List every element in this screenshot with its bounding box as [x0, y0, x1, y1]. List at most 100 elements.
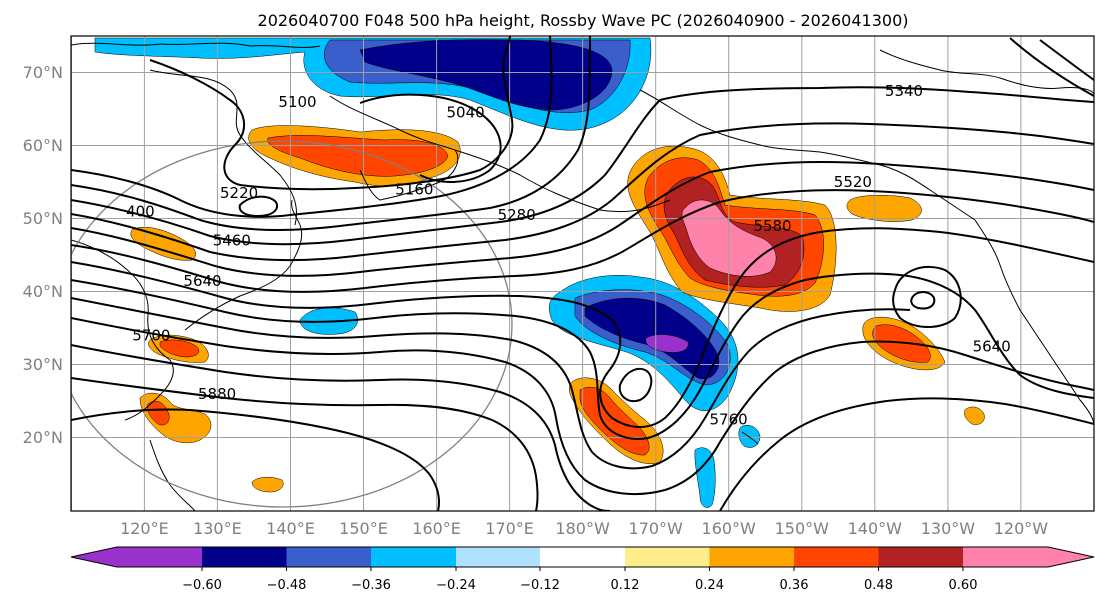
colorbar-tick-label: −0.36 [351, 578, 391, 593]
coastline-kamchatka [329, 95, 459, 201]
contour-low-kamchatka [238, 195, 278, 218]
contour-label: 5280 [498, 206, 536, 224]
lat-label-20n: 20°N [23, 428, 63, 447]
contour-5580 [71, 227, 1094, 428]
colorbar-bin [709, 547, 794, 567]
contour-label: 5340 [885, 82, 923, 100]
lon-label-140e: 140°E [266, 519, 315, 538]
lon-label-120w: 120°W [994, 519, 1049, 538]
contour-label: 5460 [213, 232, 251, 250]
colorbar-ticks [201, 567, 964, 571]
colorbar-tick-label: −0.12 [520, 578, 560, 593]
map-frame [70, 35, 1095, 512]
lat-label-60n: 60°N [23, 136, 63, 155]
lon-label-160w: 160°W [702, 519, 757, 538]
positive-anomaly-korea-mid [159, 339, 199, 358]
negative-anomaly-south-streak [694, 447, 716, 508]
contour-label: 5160 [395, 181, 433, 199]
colorbar-bin [371, 547, 456, 567]
colorbar-bin [117, 547, 202, 567]
lon-label-150e: 150°E [339, 519, 388, 538]
colorbar: −0.60 −0.48 −0.36 −0.24 −0.12 0.12 0.24 … [70, 546, 1095, 593]
contour-5640 [71, 272, 1094, 440]
colorbar-tick-label: −0.60 [182, 578, 222, 593]
positive-anomaly-east-tiny [964, 406, 985, 425]
contour-nw-canada [1039, 39, 1094, 81]
colorbar-tick-label: 0.36 [780, 578, 809, 593]
height-contours [71, 36, 1094, 511]
contour-label: 5760 [710, 411, 748, 429]
colorbar-bin [286, 547, 371, 567]
contour-5880-south [71, 408, 440, 511]
lon-label-150w: 150°W [775, 519, 830, 538]
colorbar-bin [540, 547, 625, 567]
contour-5400 [71, 122, 1094, 262]
colorbar-tick-label: 0.48 [864, 578, 893, 593]
colorbar-tick-label: 0.60 [949, 578, 978, 593]
lon-label-170w: 170°W [629, 519, 684, 538]
contour-label: 5880 [198, 385, 236, 403]
coastline-russia-north [71, 42, 321, 48]
contour-label: 5640 [973, 338, 1011, 356]
coastline-north-america-west [974, 219, 1094, 426]
negative-anomaly-central-extreme [645, 334, 689, 353]
colorbar-tick-label: −0.24 [436, 578, 476, 593]
colorbar-tick-label: 0.12 [611, 578, 640, 593]
contour-5460 [71, 161, 1094, 277]
positive-anomaly-south-china-mid [147, 401, 170, 426]
coastline-arctic-canada [879, 49, 1094, 96]
contour-label: 5580 [753, 217, 791, 235]
contour-low-east-pacific-outer [892, 265, 962, 328]
contour-5820-east [719, 397, 1094, 511]
map-content: 5100 5040 5340 5220 5160 5280 5520 5580 … [71, 36, 1094, 511]
coastline-japan [184, 199, 303, 331]
contour-low-east-pacific [910, 291, 936, 310]
contour-label: 5700 [132, 327, 170, 345]
contour-label: 5220 [220, 184, 258, 202]
contour-5100 [149, 59, 245, 186]
contour-5340 [71, 86, 1094, 246]
lon-label-180w: 180°W [555, 519, 610, 538]
colorbar-outline [70, 546, 1095, 568]
coastline-okhotsk [149, 69, 297, 226]
lon-label-170e: 170°E [485, 519, 534, 538]
contour-label: 5520 [834, 173, 872, 191]
contour-5880 [71, 377, 539, 511]
lon-label-160e: 160°E [412, 519, 461, 538]
coastline-taiwan-philippines [149, 439, 196, 511]
coastline-china-korea [71, 239, 174, 421]
colorbar-bin [456, 547, 540, 567]
range-circle [71, 140, 513, 508]
lon-label-130w: 130°W [921, 519, 976, 538]
colorbar-bin [625, 547, 710, 567]
contour-5820 [71, 344, 611, 511]
lat-label-50n: 50°N [23, 209, 63, 228]
negative-anomaly-north-core [359, 39, 613, 111]
colorbar-tick-label: 0.24 [695, 578, 724, 593]
colorbar-tick-labels: −0.60 −0.48 −0.36 −0.24 −0.12 0.12 0.24 … [182, 578, 977, 593]
contour-5040 [359, 93, 502, 183]
coastline-alaska [639, 89, 976, 221]
lat-label-30n: 30°N [23, 355, 63, 374]
coastline-hawaii [741, 431, 759, 445]
map-title: 2026040700 F048 500 hPa height, Rossby W… [258, 11, 909, 30]
lon-label-130e: 130°E [193, 519, 242, 538]
contour-5160 [239, 36, 514, 191]
lon-label-140w: 140°W [848, 519, 903, 538]
latitude-labels: 70°N 60°N 50°N 40°N 30°N 20°N [23, 63, 63, 447]
contour-5280 [71, 36, 591, 231]
map-panel: 5100 5040 5340 5220 5160 5280 5520 5580 … [23, 35, 1095, 538]
positive-anomaly-philippines [251, 477, 284, 493]
contour-5520 [71, 189, 1094, 293]
coastlines [71, 42, 1094, 511]
coastline-aleutians [454, 149, 671, 213]
contour-low-central-pacific [618, 367, 653, 402]
negative-anomaly-south-blob [738, 425, 761, 448]
colorbar-extend-right [963, 547, 1094, 567]
positive-anomaly-east-small [846, 195, 922, 222]
colorbar-extend-left [71, 547, 117, 567]
contour-5700 [71, 297, 911, 470]
contour-label: 5040 [447, 104, 485, 122]
